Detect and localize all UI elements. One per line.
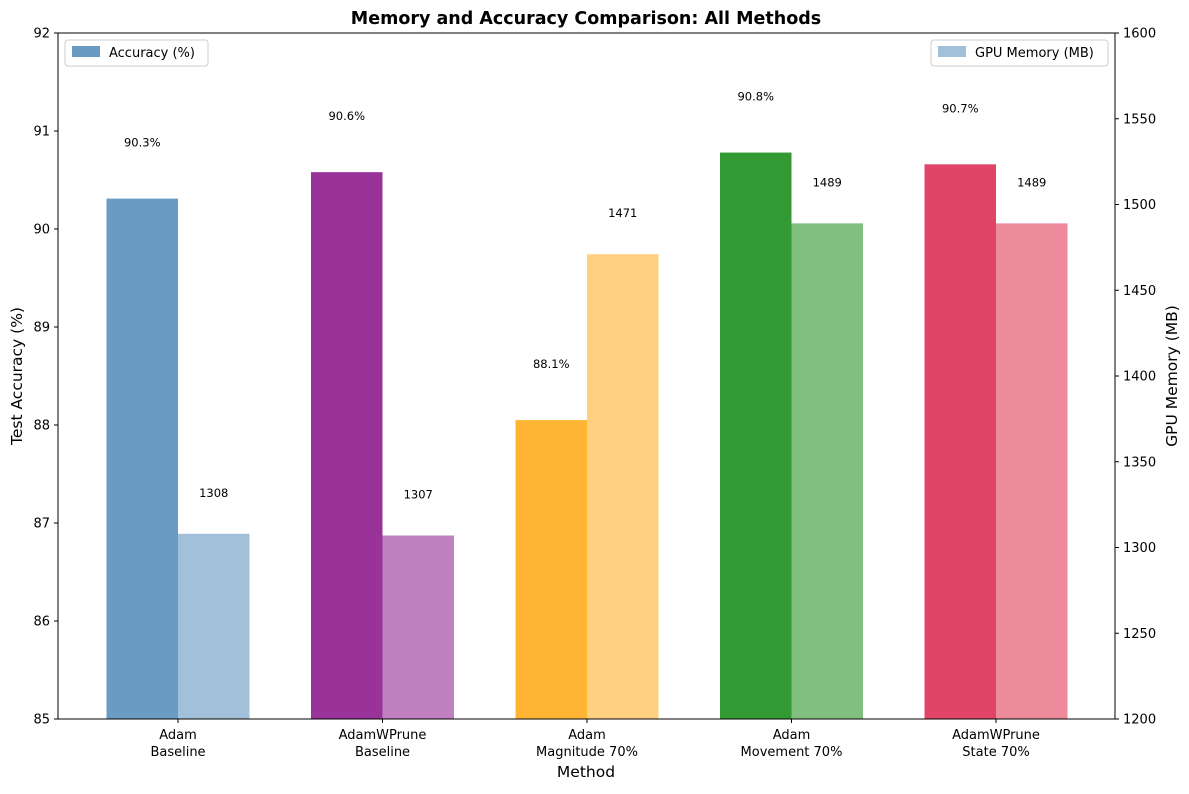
memory-value-label: 1307 (404, 487, 433, 501)
x-tick-label: Baseline (355, 745, 410, 760)
y-tick-label: 89 (33, 321, 50, 336)
memory-bar (791, 223, 863, 720)
y2-tick-label: 1550 (1123, 112, 1156, 127)
x-tick-label: AdamWPrune (952, 728, 1040, 743)
x-tick-label: Movement 70% (741, 745, 843, 760)
plot-frame (57, 32, 1116, 720)
accuracy-bar (311, 172, 383, 719)
legend-label-accuracy: Accuracy (%) (109, 46, 195, 61)
memory-value-label: 1489 (813, 175, 842, 189)
memory-value-label: 1471 (608, 206, 637, 220)
y2-axis-title: GPU Memory (MB) (1163, 305, 1181, 447)
x-tick-label: State 70% (962, 745, 1029, 760)
x-tick-label: Adam (773, 728, 811, 743)
y-tick-label: 90 (33, 223, 50, 238)
x-tick-label: Magnitude 70% (536, 745, 638, 760)
y2-tick-label: 1200 (1123, 713, 1156, 728)
y2-tick-label: 1450 (1123, 284, 1156, 299)
memory-bar (587, 254, 659, 720)
accuracy-value-label: 88.1% (533, 357, 570, 371)
y-tick-label: 86 (33, 615, 50, 630)
legend-box-left (64, 39, 209, 67)
y2-tick-label: 1300 (1123, 541, 1156, 556)
legend-box-right (930, 39, 1109, 67)
memory-bar (178, 533, 250, 719)
accuracy-value-label: 90.8% (737, 90, 774, 104)
x-tick-label: AdamWPrune (339, 728, 427, 743)
x-tick-label: Adam (159, 728, 197, 743)
y2-tick-label: 1600 (1123, 27, 1156, 42)
memory-bar (996, 223, 1068, 720)
y-tick-label: 92 (33, 27, 50, 42)
accuracy-bar (720, 152, 792, 719)
accuracy-value-label: 90.3% (124, 136, 161, 150)
y2-tick-label: 1250 (1123, 627, 1156, 642)
accuracy-bar (515, 420, 587, 719)
legend-swatch-memory (938, 46, 966, 57)
memory-bar (382, 535, 454, 719)
x-tick-label: Baseline (150, 745, 205, 760)
y2-tick-label: 1400 (1123, 370, 1156, 385)
y2-tick-label: 1350 (1123, 455, 1156, 470)
y-tick-label: 87 (33, 517, 50, 532)
x-tick-label: Adam (568, 728, 606, 743)
memory-value-label: 1308 (199, 486, 228, 500)
memory-value-label: 1489 (1017, 175, 1046, 189)
accuracy-value-label: 90.6% (328, 109, 365, 123)
legend-swatch-accuracy (72, 46, 100, 57)
accuracy-bar (924, 164, 996, 719)
y-tick-label: 88 (33, 419, 50, 434)
y-axis-title: Test Accuracy (%) (8, 307, 26, 446)
x-axis-title: Method (557, 763, 615, 781)
y-tick-label: 91 (33, 125, 50, 140)
chart-title: Memory and Accuracy Comparison: All Meth… (351, 9, 821, 29)
legend-label-memory: GPU Memory (MB) (975, 46, 1094, 61)
accuracy-bar (106, 198, 178, 719)
y-tick-label: 85 (33, 713, 50, 728)
y2-tick-label: 1500 (1123, 198, 1156, 213)
plot-area: 90.3% 1308 Adam Baseline 90.6% 1307 AdamWPrune… (33, 27, 1156, 761)
accuracy-value-label: 90.7% (942, 101, 979, 115)
